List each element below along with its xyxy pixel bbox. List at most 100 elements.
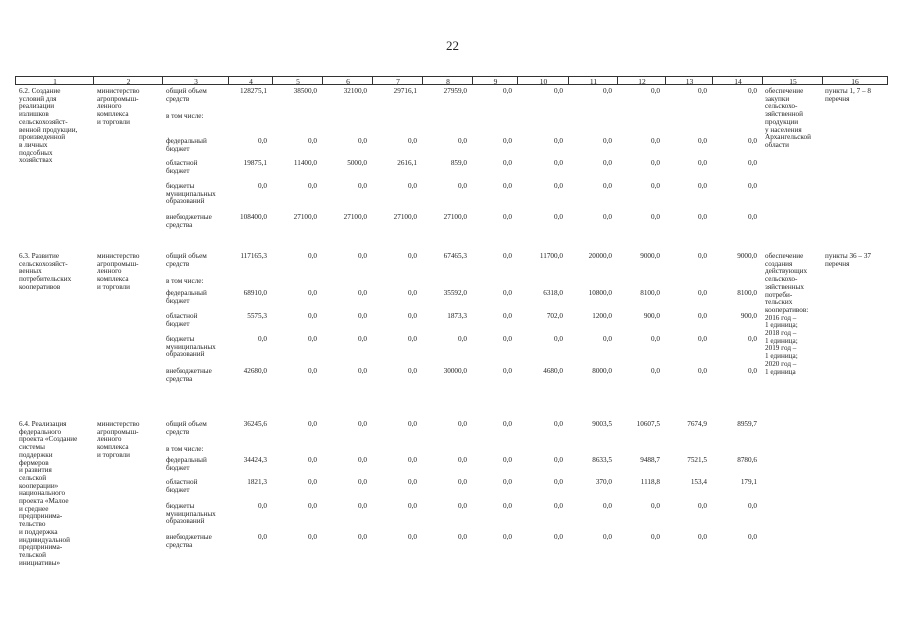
amount: 0,0 xyxy=(503,502,512,510)
amount: 0,0 xyxy=(308,335,317,343)
funding-source: областной бюджет xyxy=(166,159,198,175)
amount: 0,0 xyxy=(698,502,707,510)
amount: 0,0 xyxy=(651,335,660,343)
amount: 4680,0 xyxy=(543,367,563,375)
amount: 0,0 xyxy=(308,137,317,145)
amount: 27100,0 xyxy=(393,213,417,221)
amount: 8633,5 xyxy=(592,456,612,464)
header-cell: 2 xyxy=(93,76,163,86)
amount: 0,0 xyxy=(458,533,467,541)
amount: 0,0 xyxy=(408,289,417,297)
amount: 27100,0 xyxy=(443,213,467,221)
amount: 0,0 xyxy=(258,137,267,145)
amount: 0,0 xyxy=(308,502,317,510)
funding-source: бюджеты муниципальных образований xyxy=(166,182,216,206)
reference: пункты 36 – 37 перечня xyxy=(825,252,872,268)
amount: 0,0 xyxy=(358,456,367,464)
amount: 0,0 xyxy=(748,137,757,145)
amount: 0,0 xyxy=(698,289,707,297)
amount: 0,0 xyxy=(308,478,317,486)
amount: 0,0 xyxy=(408,502,417,510)
header-cell: 5 xyxy=(272,76,323,86)
amount: 900,0 xyxy=(740,312,757,320)
executor: министерство агропромыш- ленного комплек… xyxy=(97,252,140,291)
amount: 0,0 xyxy=(603,213,612,221)
amount: 0,0 xyxy=(651,182,660,190)
funding-source: в том числе: xyxy=(166,277,204,285)
amount: 0,0 xyxy=(308,367,317,375)
amount: 0,0 xyxy=(503,213,512,221)
amount: 10800,0 xyxy=(588,289,612,297)
amount: 0,0 xyxy=(358,289,367,297)
amount: 20000,0 xyxy=(588,252,612,260)
amount: 0,0 xyxy=(503,159,512,167)
amount: 0,0 xyxy=(458,420,467,428)
page-number: 22 xyxy=(446,38,459,53)
amount: 0,0 xyxy=(651,159,660,167)
amount: 0,0 xyxy=(698,159,707,167)
amount: 0,0 xyxy=(308,182,317,190)
header-cell: 7 xyxy=(372,76,423,86)
amount: 0,0 xyxy=(651,213,660,221)
amount: 128275,1 xyxy=(240,87,267,95)
amount: 0,0 xyxy=(258,533,267,541)
amount: 29716,1 xyxy=(393,87,417,95)
amount: 9003,5 xyxy=(592,420,612,428)
amount: 0,0 xyxy=(458,137,467,145)
amount: 0,0 xyxy=(603,87,612,95)
amount: 38500,0 xyxy=(293,87,317,95)
amount: 1200,0 xyxy=(592,312,612,320)
amount: 0,0 xyxy=(554,182,563,190)
funding-source: бюджеты муниципальных образований xyxy=(166,335,216,359)
amount: 11700,0 xyxy=(539,252,563,260)
amount: 8100,0 xyxy=(640,289,660,297)
amount: 0,0 xyxy=(503,478,512,486)
amount: 1821,3 xyxy=(247,478,267,486)
amount: 0,0 xyxy=(358,420,367,428)
amount: 0,0 xyxy=(503,420,512,428)
amount: 0,0 xyxy=(698,87,707,95)
amount: 702,0 xyxy=(546,312,563,320)
amount: 27959,0 xyxy=(443,87,467,95)
amount: 27100,0 xyxy=(293,213,317,221)
amount: 0,0 xyxy=(308,420,317,428)
amount: 32100,0 xyxy=(343,87,367,95)
amount: 0,0 xyxy=(308,252,317,260)
amount: 0,0 xyxy=(748,159,757,167)
amount: 0,0 xyxy=(651,87,660,95)
amount: 0,0 xyxy=(603,533,612,541)
amount: 0,0 xyxy=(408,312,417,320)
amount: 7674,9 xyxy=(687,420,707,428)
header-cell: 6 xyxy=(322,76,373,86)
amount: 68910,0 xyxy=(243,289,267,297)
amount: 2616,1 xyxy=(397,159,417,167)
amount: 0,0 xyxy=(503,137,512,145)
amount: 0,0 xyxy=(358,252,367,260)
header-cell: 1 xyxy=(15,76,94,86)
amount: 0,0 xyxy=(554,159,563,167)
amount: 0,0 xyxy=(651,137,660,145)
amount: 859,0 xyxy=(450,159,467,167)
amount: 0,0 xyxy=(503,289,512,297)
amount: 0,0 xyxy=(308,533,317,541)
result: обеспечение создания действующих сельско… xyxy=(765,252,809,376)
amount: 0,0 xyxy=(698,533,707,541)
amount: 1118,8 xyxy=(640,478,660,486)
amount: 0,0 xyxy=(408,478,417,486)
funding-source: общий объем средств xyxy=(166,252,207,268)
amount: 0,0 xyxy=(503,367,512,375)
amount: 0,0 xyxy=(408,137,417,145)
item-name: 6.4. Реализация федерального проекта «Со… xyxy=(19,420,78,567)
amount: 0,0 xyxy=(603,502,612,510)
funding-source: федеральный бюджет xyxy=(166,289,207,305)
amount: 0,0 xyxy=(503,87,512,95)
amount: 0,0 xyxy=(748,335,757,343)
header-cell: 16 xyxy=(822,76,888,86)
amount: 35592,0 xyxy=(443,289,467,297)
amount: 0,0 xyxy=(358,137,367,145)
funding-source: в том числе: xyxy=(166,445,204,453)
amount: 179,1 xyxy=(740,478,757,486)
amount: 0,0 xyxy=(698,137,707,145)
amount: 0,0 xyxy=(603,182,612,190)
